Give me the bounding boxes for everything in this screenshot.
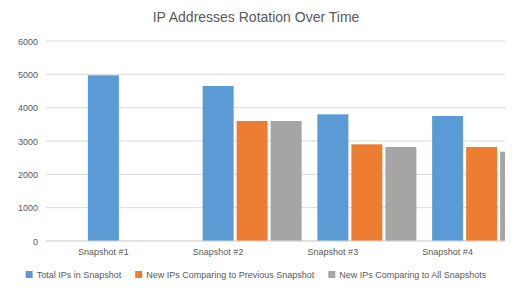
y-tick-label: 1000 [18, 203, 38, 213]
y-tick-label: 5000 [18, 70, 38, 80]
x-tick-label: Snapshot #1 [78, 247, 129, 257]
legend-label: Total IPs in Snapshot [37, 270, 122, 280]
legend: Total IPs in Snapshot New IPs Comparing t… [26, 270, 487, 280]
legend-swatch [135, 271, 142, 278]
bars [88, 75, 505, 241]
x-axis [46, 241, 505, 242]
bar [237, 121, 268, 241]
legend-swatch [26, 271, 33, 278]
title: IP Addresses Rotation Over Time [153, 9, 360, 25]
y-tick-label: 6000 [18, 37, 38, 47]
legend-label: New IPs Comparing to All Snapshots [339, 270, 487, 280]
grid-line [46, 41, 505, 42]
bar [466, 147, 497, 241]
y-tick-label: 2000 [18, 170, 38, 180]
bar [88, 75, 119, 241]
bar [203, 86, 234, 241]
background [0, 0, 512, 291]
grid-line [46, 74, 505, 75]
bar [317, 114, 348, 241]
y-tick-label: 3000 [18, 137, 38, 147]
x-tick-label: Snapshot #3 [308, 247, 359, 257]
bar [385, 147, 416, 241]
legend-swatch [328, 271, 335, 278]
x-tick-label: Snapshot #2 [193, 247, 244, 257]
bar [432, 116, 463, 241]
grid-line [46, 241, 505, 242]
chart: IP Addresses Rotation Over Time 0 1000 2000… [0, 0, 512, 291]
bar [500, 152, 505, 241]
bar [271, 121, 302, 241]
bar [351, 144, 382, 241]
legend-label: New IPs Comparing to Previous Snapshot [146, 270, 315, 280]
y-tick-label: 4000 [18, 103, 38, 113]
x-tick-label: Snapshot #4 [422, 247, 473, 257]
y-tick-label: 0 [33, 237, 38, 247]
